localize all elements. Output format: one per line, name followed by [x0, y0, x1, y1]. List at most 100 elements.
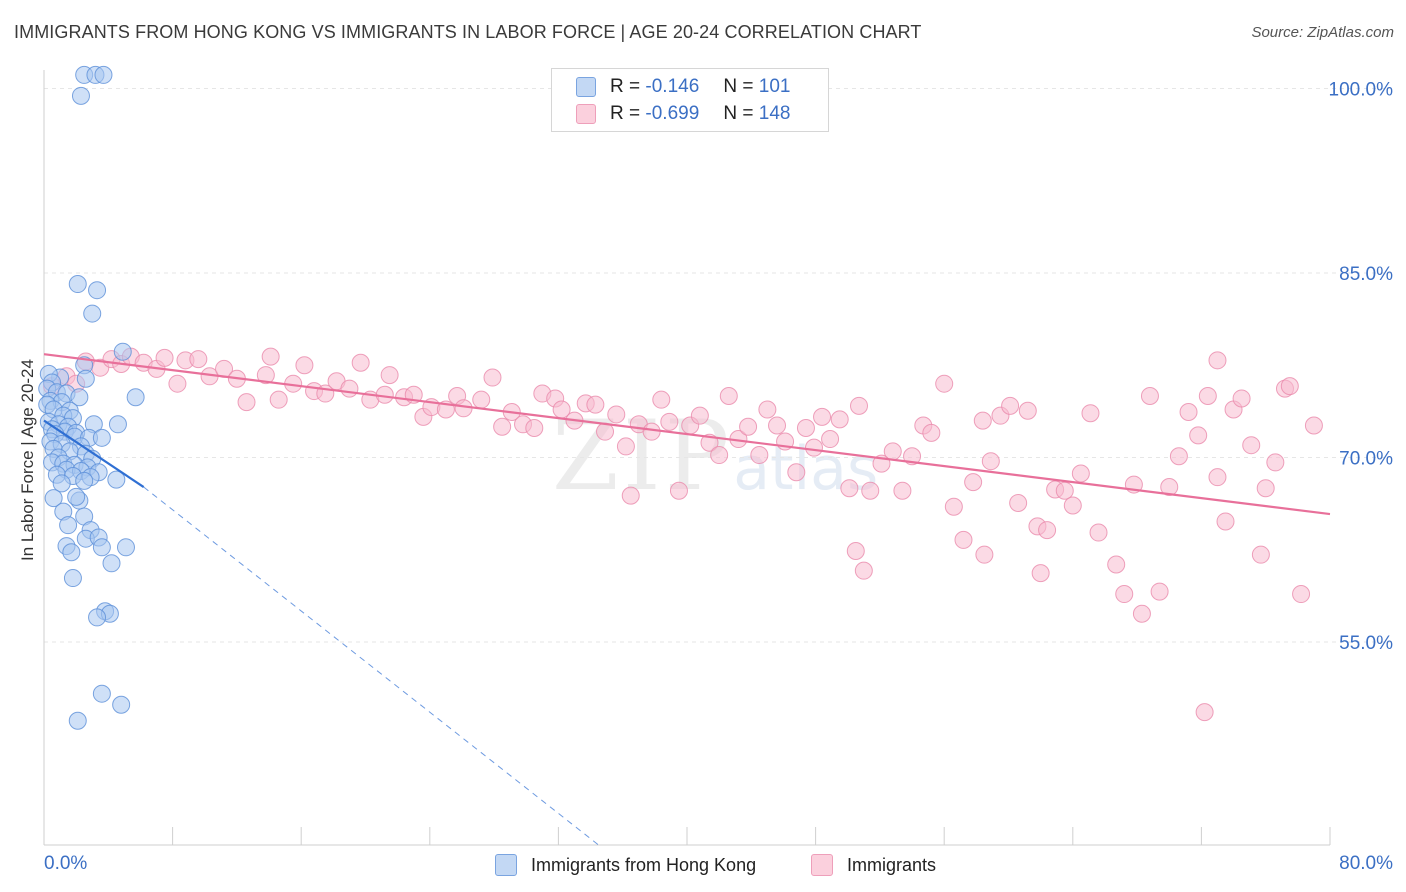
hong-kong-point: [75, 471, 94, 490]
legend-r-label: R =: [610, 103, 641, 124]
immigrants-point: [1140, 386, 1159, 405]
immigrants-point: [1031, 564, 1050, 583]
immigrants-point: [935, 374, 954, 393]
immigrants-point: [1208, 468, 1227, 487]
source-credit: Source: ZipAtlas.com: [1251, 24, 1394, 41]
immigrants-point: [739, 417, 758, 436]
immigrants-point: [525, 418, 544, 437]
legend-r-value: -0.699: [645, 103, 700, 124]
immigrants-point: [380, 366, 399, 385]
legend-n-label: N =: [723, 103, 754, 124]
hong-kong-point: [59, 516, 78, 535]
immigrants-point: [340, 379, 359, 398]
immigrants-point: [1292, 585, 1311, 604]
immigrants-point: [1055, 481, 1074, 500]
immigrants-point: [483, 368, 502, 387]
immigrants-point: [642, 422, 661, 441]
correlation-legend: R = -0.146 N = 101 R = -0.699 N = 148: [551, 68, 829, 132]
immigrants-point: [607, 405, 626, 424]
immigrants-point: [861, 481, 880, 500]
immigrants-point: [493, 417, 512, 436]
immigrants-point: [1089, 523, 1108, 542]
immigrants-point: [256, 366, 275, 385]
immigrants-point: [690, 406, 709, 425]
hong-kong-trendline: [43, 419, 145, 488]
immigrants-point: [850, 396, 869, 415]
immigrants-point: [1132, 604, 1151, 623]
immigrants-point: [1198, 386, 1217, 405]
immigrants-point: [975, 545, 994, 564]
immigrants-point: [351, 353, 370, 372]
y-tick-label: 55.0%: [1339, 633, 1393, 654]
immigrants-point: [660, 412, 679, 431]
hong-kong-point: [94, 65, 113, 84]
immigrants-point: [586, 395, 605, 414]
hong-kong-point: [44, 489, 63, 508]
immigrants-point: [1216, 512, 1235, 531]
immigrants-point: [719, 386, 738, 405]
series-swatch-blue: [495, 854, 517, 876]
immigrants-point: [796, 418, 815, 437]
legend-n-label: N =: [723, 76, 754, 97]
immigrants-point: [830, 410, 849, 429]
legend-row-immigrants: R = -0.699 N = 148: [576, 101, 790, 127]
hong-kong-point: [108, 415, 127, 434]
immigrants-point: [768, 416, 787, 435]
hong-kong-point: [68, 275, 87, 294]
chart-title: IMMIGRANTS FROM HONG KONG VS IMMIGRANTS …: [14, 22, 922, 42]
hong-kong-point: [126, 388, 145, 407]
immigrants-point: [1251, 545, 1270, 564]
immigrants-point: [1242, 436, 1261, 455]
legend-r-value: -0.146: [645, 76, 700, 97]
immigrants-point: [1266, 453, 1285, 472]
immigrants-point: [846, 541, 865, 560]
hong-kong-point: [83, 304, 102, 323]
immigrants-point: [1232, 389, 1251, 408]
immigrants-point: [1071, 464, 1090, 483]
series-swatch-pink: [811, 854, 833, 876]
immigrants-point: [710, 446, 729, 465]
immigrants-point: [804, 438, 823, 457]
hong-kong-point: [88, 281, 107, 300]
hong-kong-point: [71, 86, 90, 105]
series-label-hong-kong: Immigrants from Hong Kong: [531, 854, 757, 875]
legend-swatch-pink: [576, 104, 596, 124]
immigrants-point: [854, 561, 873, 580]
immigrants-point: [750, 446, 769, 465]
immigrants-point: [981, 452, 1000, 471]
hong-kong-point: [76, 369, 95, 388]
hong-kong-point: [102, 554, 121, 573]
hong-kong-point: [92, 684, 111, 703]
series-legend-hong-kong: Immigrants from Hong Kong: [495, 852, 756, 878]
hong-kong-point: [92, 428, 111, 447]
immigrants-point: [840, 479, 859, 498]
legend-row-hong-kong: R = -0.146 N = 101: [576, 74, 790, 100]
immigrants-point: [893, 481, 912, 500]
immigrants-point: [1179, 402, 1198, 421]
immigrants-point: [1115, 585, 1134, 604]
immigrants-point: [269, 390, 288, 409]
hong-kong-point: [88, 608, 107, 627]
immigrants-point: [237, 393, 256, 412]
immigrants-point: [944, 497, 963, 516]
immigrants-point: [1081, 404, 1100, 423]
immigrants-point: [155, 348, 174, 367]
legend-swatch-blue: [576, 77, 596, 97]
hong-kong-point: [112, 695, 131, 714]
immigrants-point: [261, 347, 280, 366]
x-tick-label-min: 0.0%: [44, 853, 87, 874]
immigrants-point: [964, 473, 983, 492]
y-tick-label: 70.0%: [1339, 449, 1393, 470]
legend-n-value: 148: [758, 103, 791, 124]
hong-kong-point: [113, 342, 132, 361]
immigrants-point: [954, 530, 973, 549]
x-tick-label-max: 80.0%: [1339, 853, 1393, 874]
immigrants-point: [883, 442, 902, 461]
immigrants-point: [669, 481, 688, 500]
legend-n-value: 101: [758, 76, 791, 97]
y-tick-label: 85.0%: [1339, 264, 1393, 285]
hong-kong-point: [116, 538, 135, 557]
immigrants-point: [1189, 426, 1208, 445]
y-tick-label: 100.0%: [1329, 79, 1394, 100]
immigrants-point: [472, 390, 491, 409]
